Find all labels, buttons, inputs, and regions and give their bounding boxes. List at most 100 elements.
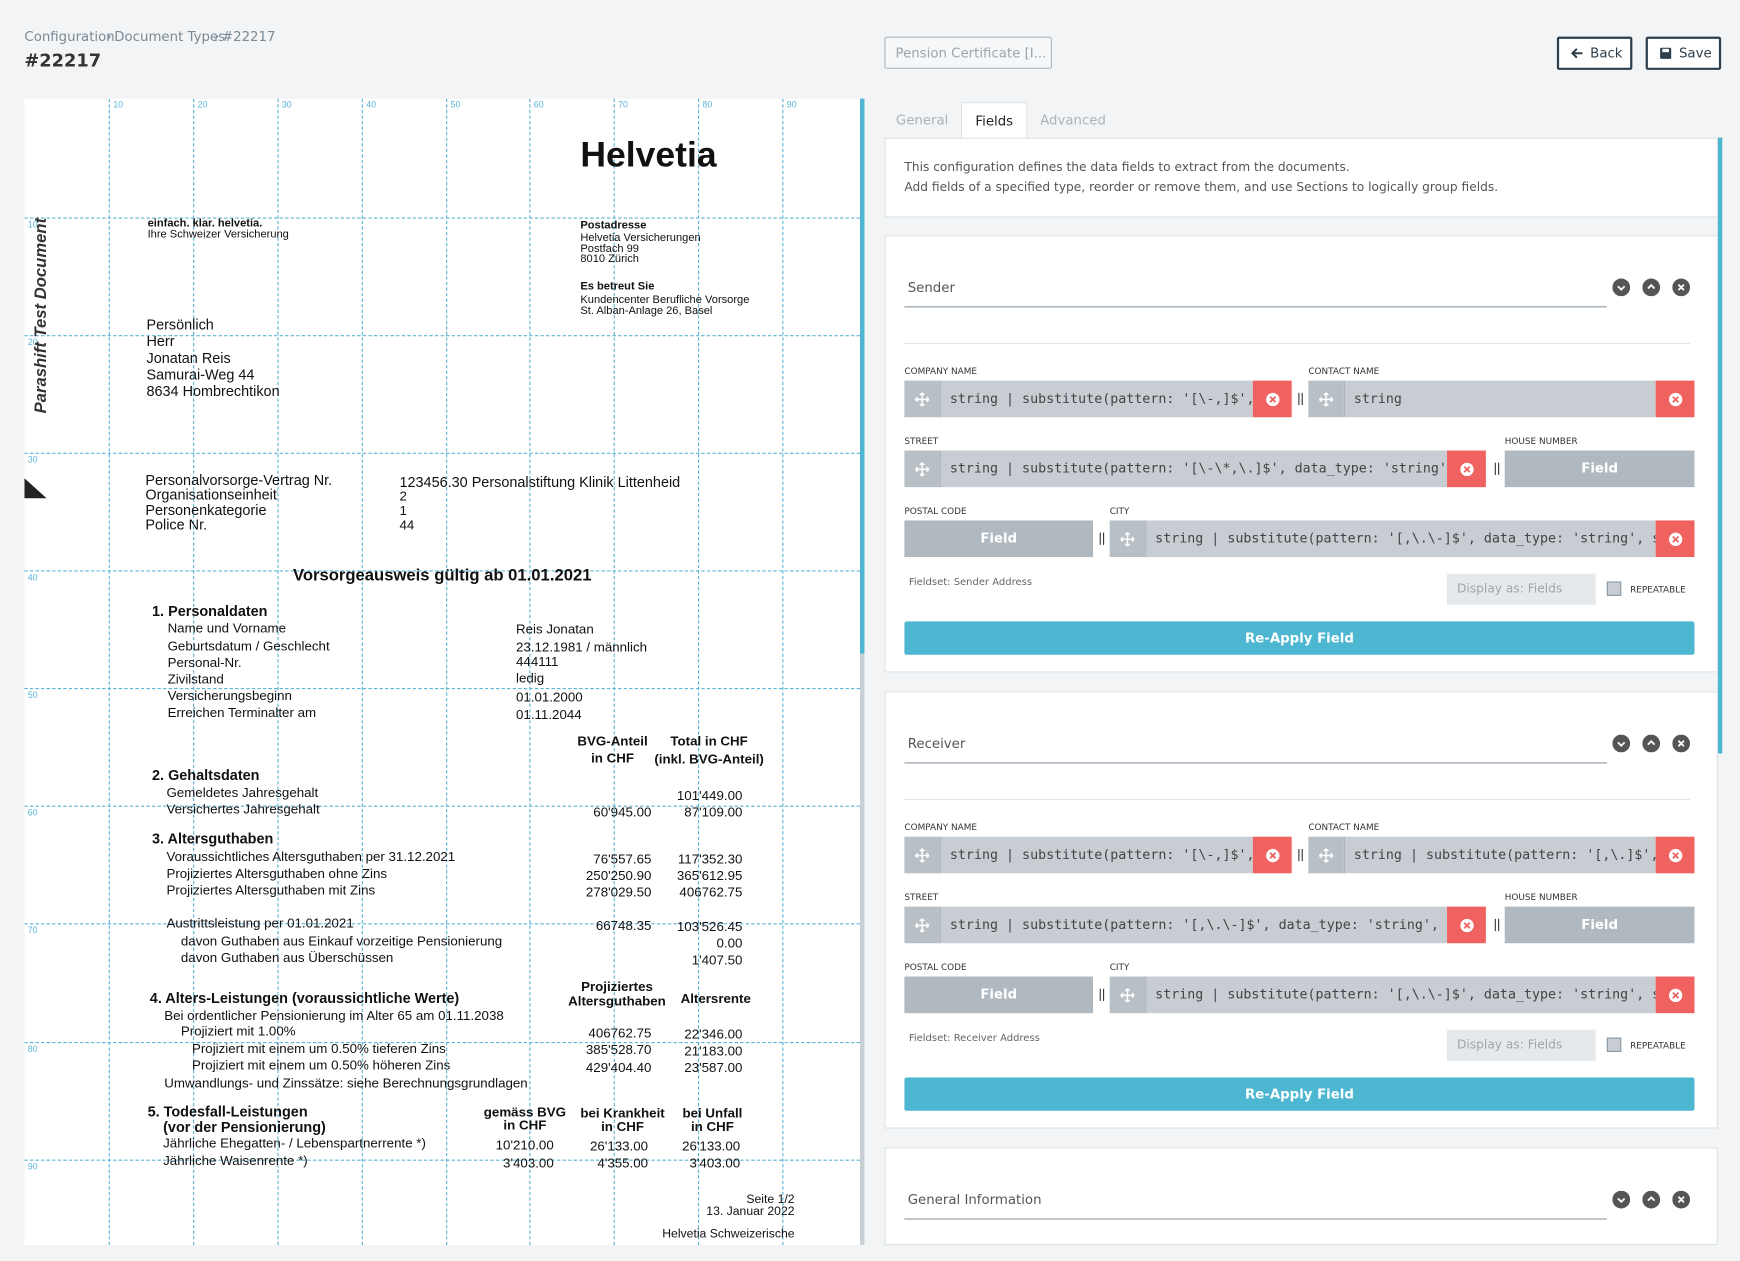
breadcrumb-item[interactable]: Configuration [24, 28, 115, 45]
remove-button[interactable] [1252, 836, 1292, 874]
field-input[interactable]: string | substitute(pattern: '[\-,]$', [939, 836, 1253, 874]
display-select[interactable]: Display as: Fields [1447, 573, 1596, 605]
icon [1318, 391, 1334, 407]
icon [1120, 531, 1135, 546]
drag-handle[interactable] [1308, 836, 1344, 874]
grid-line [697, 98, 700, 1246]
field-button[interactable]: Field [1504, 450, 1695, 488]
ruler-label: 20 [27, 337, 38, 348]
document-text: 429'404.40 [585, 1059, 652, 1076]
display-select[interactable]: Display as: Fields [1447, 1029, 1596, 1061]
ruler-label: 60 [533, 99, 544, 110]
field-label: POSTAL CODE [904, 962, 967, 973]
remove-button[interactable] [1655, 520, 1695, 558]
document-text: Projiziert mit 1.00% [180, 1023, 296, 1039]
remove-button[interactable] [1655, 380, 1695, 418]
breadcrumb-item: #22217 [221, 28, 276, 45]
field-button[interactable]: Field [904, 976, 1094, 1014]
document-text: 60'945.00 [593, 804, 652, 821]
section-control[interactable] [1672, 734, 1691, 757]
remove-button[interactable] [1655, 836, 1695, 874]
document-text: BVG-Anteil [577, 733, 648, 750]
section-control[interactable] [1642, 734, 1661, 757]
button-label[interactable]: Save [1678, 45, 1712, 62]
section-control[interactable] [1642, 1190, 1661, 1213]
section-control[interactable] [1612, 1190, 1631, 1213]
field-input[interactable]: string | substitute(pattern: '[\-\*,\.]$… [939, 450, 1448, 488]
document-preview: 10 20 30 40 50 60 70 80 90 10 20 30 40 50 60 70 80 90 Para… [24, 98, 861, 1246]
drag-handle[interactable] [904, 906, 940, 944]
section-control[interactable] [1672, 278, 1691, 301]
remove-button[interactable] [1655, 976, 1695, 1014]
field-input[interactable]: string | substitute(pattern: '[,\.\-]$',… [939, 906, 1448, 944]
document-text: Personalvorsorge-Vertrag Nr. [145, 471, 333, 488]
field-input[interactable]: string | substitute(pattern: '[,\.\-]$',… [1145, 520, 1656, 558]
checkbox[interactable] [1606, 1037, 1622, 1052]
grid-line [193, 98, 195, 1246]
preview-scrollbar-thumb [860, 98, 865, 654]
drag-handle[interactable] [1109, 976, 1146, 1014]
panel-scrollbar [1717, 137, 1723, 754]
separator [1298, 392, 1300, 406]
button-label[interactable]: Back [1590, 45, 1623, 62]
reapply-button[interactable]: Re-Apply Field [904, 1077, 1695, 1111]
field-button[interactable]: Field [904, 520, 1094, 558]
document-text: davon Guthaben aus Überschüssen [180, 949, 394, 966]
tab[interactable]: Fields [960, 102, 1028, 139]
document-text: 44 [399, 517, 415, 533]
icon [1318, 847, 1334, 863]
field-input[interactable]: string [1343, 380, 1656, 418]
document-text: Seite 1/2 [746, 1192, 795, 1206]
document-text: 123456.30 Personalstiftung Klinik Litten… [399, 473, 681, 490]
section-control[interactable] [1612, 734, 1631, 757]
document-text: Projiziertes Altersguthaben ohne Zins [166, 865, 388, 882]
field-input[interactable]: string | substitute(pattern: '[,\.]$', [1343, 836, 1656, 874]
drag-handle[interactable] [1308, 380, 1344, 418]
field-label: HOUSE NUMBER [1504, 436, 1578, 447]
document-text: 3. Altersguthaben [152, 829, 274, 847]
drag-handle[interactable] [904, 450, 940, 488]
document-text: Jonatan Reis [146, 348, 231, 366]
document-text: St. Alban-Anlage 26, Basel [580, 305, 713, 318]
icon [914, 917, 930, 933]
section-control[interactable] [1612, 278, 1631, 301]
icon [1571, 48, 1583, 59]
field-input[interactable]: string | substitute(pattern: '[,\.\-]$',… [1145, 976, 1656, 1014]
fieldset-label: Fieldset: Sender Address [908, 577, 1033, 589]
separator [1103, 532, 1105, 545]
reapply-button[interactable]: Re-Apply Field [904, 621, 1695, 655]
document-text: Austrittsleistung per 01.01.2021 [166, 915, 354, 932]
document-text: Jährliche Ehegatten- / Lebenspartnerrent… [163, 1135, 426, 1151]
section-control[interactable] [1642, 278, 1661, 301]
icon [1265, 392, 1279, 406]
checkbox[interactable] [1606, 581, 1622, 596]
grid-line [529, 98, 531, 1246]
remove-button[interactable] [1447, 906, 1486, 944]
field-label: COMPANY NAME [904, 822, 977, 833]
document-text: Projiziert mit einem um 0.50% höheren Zi… [191, 1057, 451, 1074]
field-label: CITY [1109, 962, 1130, 973]
drag-handle[interactable] [904, 836, 940, 874]
breadcrumb-item[interactable]: Document Types [114, 28, 226, 45]
back-button[interactable]: Back [1556, 36, 1633, 70]
drag-handle[interactable] [1109, 520, 1146, 558]
section-control[interactable] [1672, 1190, 1691, 1213]
field-input[interactable]: string | substitute(pattern: '[\-,]$', [939, 380, 1253, 418]
remove-button[interactable] [1447, 450, 1486, 488]
tab[interactable]: General [895, 112, 949, 128]
document-type-select[interactable]: Pension Certificate [I... [884, 36, 1052, 69]
document-text: 8010 Zürich [580, 253, 639, 266]
document-text: Versichertes Jahresgehalt [166, 801, 320, 817]
save-button[interactable]: Save [1645, 36, 1722, 70]
drag-handle[interactable] [904, 380, 940, 418]
remove-button[interactable] [1252, 380, 1292, 418]
document-text: Kundencenter Berufliche Vorsorge [580, 294, 750, 307]
icon [1612, 1190, 1631, 1209]
section-title: General Information [907, 1191, 1042, 1208]
tab[interactable]: Advanced [1040, 112, 1106, 128]
icon [1672, 734, 1691, 753]
field-button[interactable]: Field [1504, 906, 1695, 944]
document-text: 385'528.70 [585, 1041, 652, 1058]
document-text: Es betreut Sie [580, 280, 655, 293]
document-text: 444111 [516, 653, 559, 670]
